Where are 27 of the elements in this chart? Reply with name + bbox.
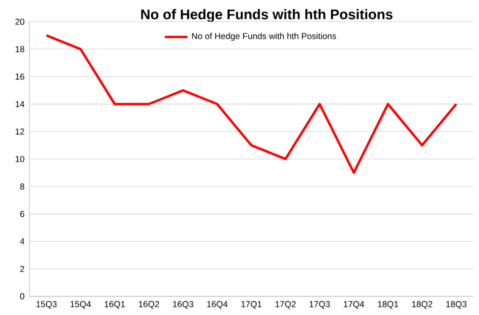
y-tick-label: 16: [16, 74, 24, 80]
y-tick-label: 2: [20, 266, 24, 272]
x-tick-label: 16Q4: [207, 301, 228, 309]
x-tick-label: 15Q4: [70, 301, 91, 309]
x-tick-label: 18Q3: [446, 301, 466, 309]
y-tick-label: 8: [20, 183, 24, 190]
x-tick-label: 18Q1: [378, 301, 398, 309]
legend-label: No of Hedge Funds with hth Positions: [192, 32, 336, 41]
x-tick-label: 16Q3: [173, 301, 194, 309]
y-tick-label: 6: [20, 210, 24, 217]
y-tick-label: 18: [16, 46, 24, 52]
y-tick-label: 20: [15, 18, 24, 25]
x-tick-label: 17Q4: [344, 301, 364, 309]
x-tick-label: 17Q2: [276, 301, 296, 309]
x-tick-label: 15Q3: [36, 301, 57, 309]
x-tick-label: 16Q1: [104, 301, 125, 309]
y-tick-label: 14: [16, 101, 24, 108]
chart-title: No of Hedge Funds with hth Positions: [141, 9, 392, 22]
y-tick-label: 0: [20, 293, 24, 300]
y-tick-label: 4: [20, 238, 24, 244]
x-tick-label: 18Q2: [412, 301, 432, 309]
x-tick-label: 17Q1: [241, 301, 262, 309]
y-tick-label: 12: [16, 128, 24, 135]
y-tick-label: 10: [16, 156, 24, 162]
x-tick-label: 17Q3: [310, 301, 330, 309]
x-tick-label: 16Q2: [138, 301, 160, 309]
line-series: [45, 34, 458, 174]
